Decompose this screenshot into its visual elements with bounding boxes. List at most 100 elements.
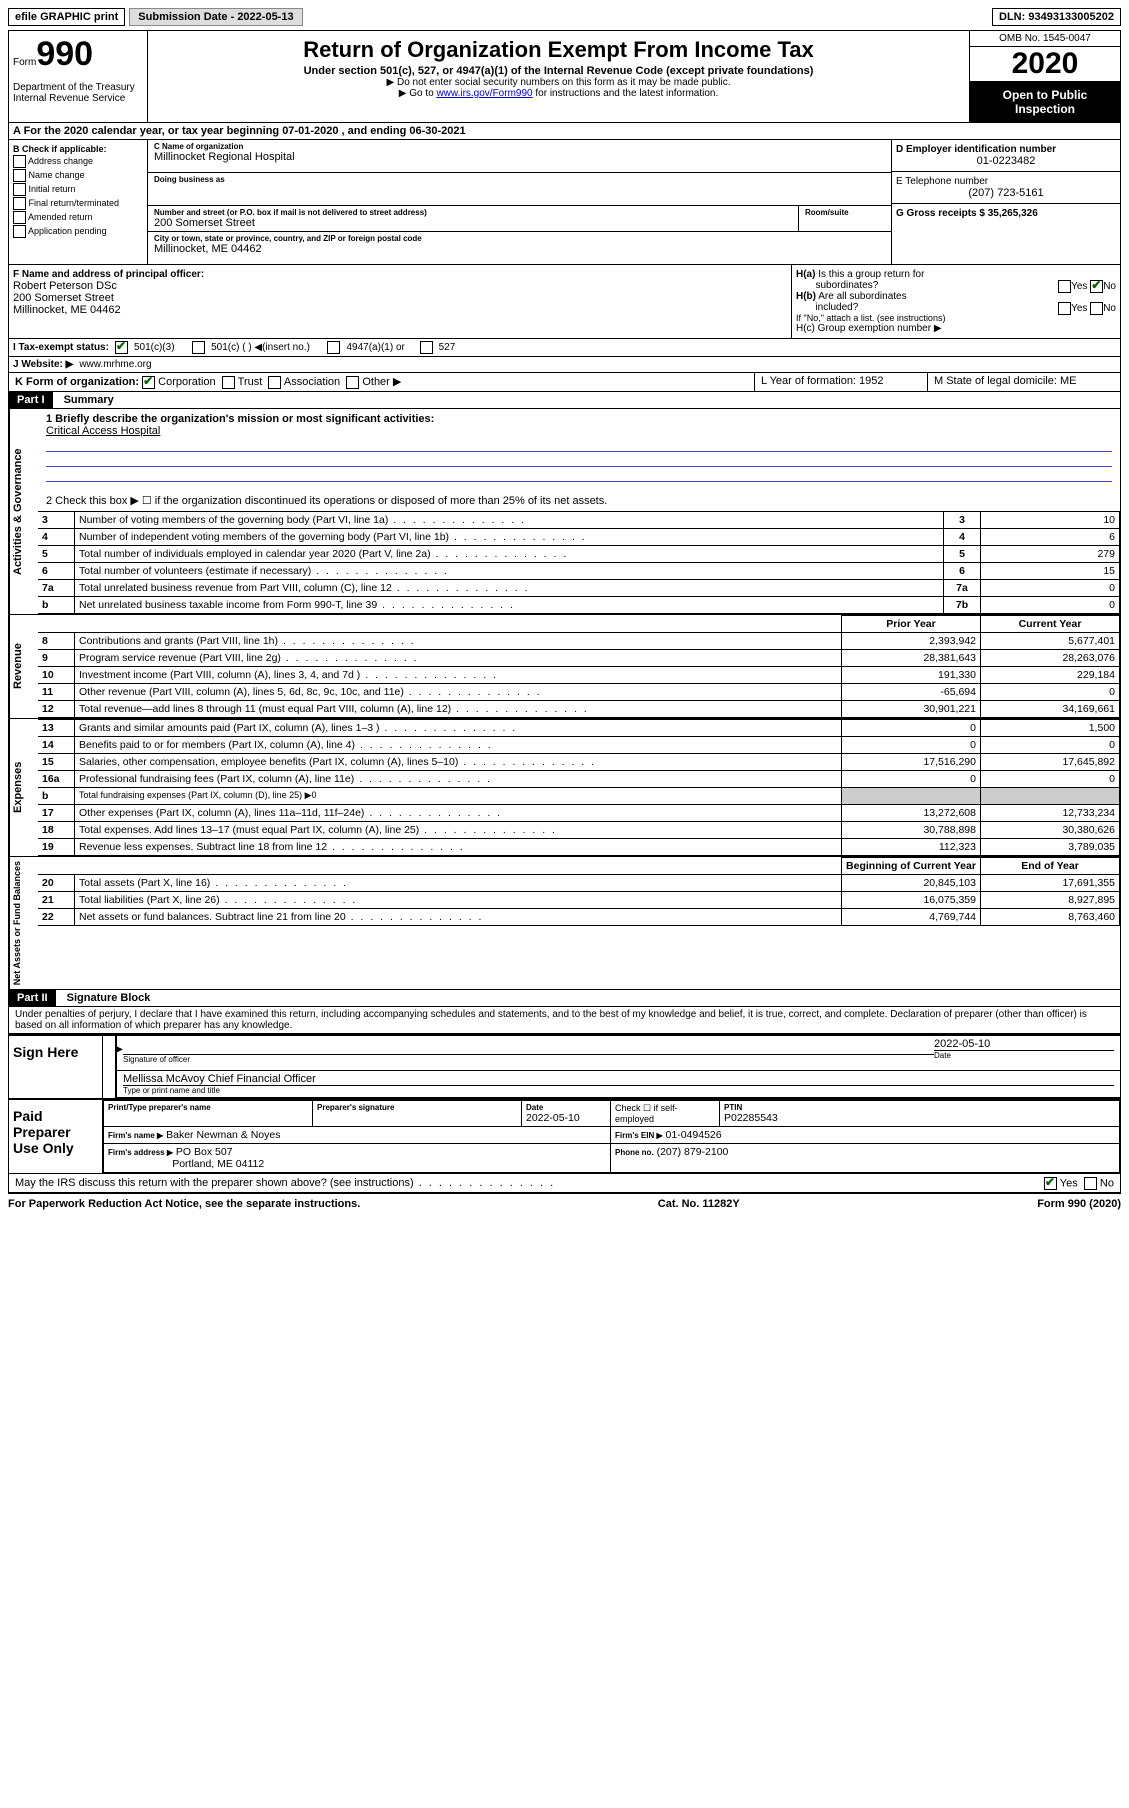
- netassets-table: Beginning of Current YearEnd of Year20To…: [38, 857, 1120, 926]
- cb-other[interactable]: [346, 376, 359, 389]
- cb-discuss-no[interactable]: [1084, 1177, 1097, 1190]
- row-a-tax-year: A For the 2020 calendar year, or tax yea…: [9, 123, 1120, 140]
- ein-value: 01-0223482: [896, 155, 1116, 167]
- cb-501c[interactable]: [192, 341, 205, 354]
- cb-527[interactable]: [420, 341, 433, 354]
- row-k-lm: K Form of organization: Corporation Trus…: [9, 373, 1120, 392]
- part2-title: Signature Block: [67, 992, 151, 1004]
- officer-printed-name: Mellissa McAvoy Chief Financial Officer: [123, 1073, 1114, 1085]
- cb-name-change[interactable]: Name change: [13, 169, 143, 182]
- preparer-table: Print/Type preparer's name Preparer's si…: [103, 1100, 1120, 1173]
- header-center: Return of Organization Exempt From Incom…: [148, 31, 969, 122]
- officer-label: F Name and address of principal officer:: [13, 269, 787, 280]
- form-note1: Do not enter social security numbers on …: [152, 77, 965, 88]
- officer-street: 200 Somerset Street: [13, 292, 787, 304]
- section-c: C Name of organization Millinocket Regio…: [148, 140, 892, 264]
- top-bar: efile GRAPHIC print Submission Date - 20…: [8, 8, 1121, 26]
- q1-mission: Critical Access Hospital: [46, 425, 160, 437]
- form-subline: Under section 501(c), 527, or 4947(a)(1)…: [152, 65, 965, 77]
- city-label: City or town, state or province, country…: [154, 234, 885, 243]
- row-i-tax-exempt: I Tax-exempt status: 501(c)(3) 501(c) ( …: [9, 339, 1120, 357]
- date-label: Date: [934, 1050, 1114, 1060]
- revenue-table: Prior YearCurrent Year8Contributions and…: [38, 615, 1120, 718]
- dba-label: Doing business as: [154, 175, 885, 184]
- form-prefix: Form: [13, 57, 36, 68]
- hc-row: H(c) Group exemption number ▶: [796, 323, 1116, 334]
- year-formation: L Year of formation: 1952: [755, 373, 928, 391]
- form-header: Form990 Department of the TreasuryIntern…: [9, 31, 1120, 123]
- governance-section: Activities & Governance 1 Briefly descri…: [9, 409, 1120, 615]
- side-revenue: Revenue: [9, 615, 38, 718]
- org-name-label: C Name of organization: [154, 142, 885, 151]
- section-d: D Employer identification number 01-0223…: [892, 140, 1120, 264]
- officer-name: Robert Peterson DSc: [13, 280, 787, 292]
- cb-discuss-yes[interactable]: [1044, 1177, 1057, 1190]
- sig-officer-label: Signature of officer: [123, 1054, 934, 1064]
- form-number: 990: [36, 35, 93, 73]
- cb-application-pending[interactable]: Application pending: [13, 225, 143, 238]
- sign-here-label: Sign Here: [9, 1036, 103, 1098]
- street-value: 200 Somerset Street: [154, 217, 792, 229]
- jurat-text: Under penalties of perjury, I declare th…: [9, 1007, 1120, 1034]
- officer-city: Millinocket, ME 04462: [13, 304, 787, 316]
- state-domicile: M State of legal domicile: ME: [928, 373, 1120, 391]
- discuss-row: May the IRS discuss this return with the…: [9, 1173, 1120, 1192]
- cb-trust[interactable]: [222, 376, 235, 389]
- open-public-badge: Open to Public Inspection: [970, 82, 1120, 122]
- phone-label: E Telephone number: [896, 176, 1116, 187]
- entity-section: B Check if applicable: Address change Na…: [9, 140, 1120, 265]
- phone-value: (207) 723-5161: [896, 187, 1116, 199]
- paid-preparer-section: Paid Preparer Use Only Print/Type prepar…: [9, 1098, 1120, 1173]
- city-value: Millinocket, ME 04462: [154, 243, 885, 255]
- side-governance: Activities & Governance: [9, 409, 38, 614]
- q1-label: 1 Briefly describe the organization's mi…: [46, 413, 434, 425]
- omb-number: OMB No. 1545-0047: [970, 31, 1120, 47]
- sign-here-section: Sign Here Signature of officer 2022-05-1…: [9, 1034, 1120, 1098]
- cb-501c3[interactable]: [115, 341, 128, 354]
- fgh-section: F Name and address of principal officer:…: [9, 265, 1120, 339]
- sig-date: 2022-05-10: [934, 1038, 1114, 1050]
- section-b-label: B Check if applicable:: [13, 144, 143, 154]
- tax-year: 2020: [970, 47, 1120, 82]
- footer-right: Form 990 (2020): [1037, 1198, 1121, 1210]
- part1-header: Part I: [9, 392, 53, 408]
- side-netassets: Net Assets or Fund Balances: [9, 857, 38, 989]
- efile-badge: efile GRAPHIC print: [8, 8, 125, 26]
- dept-label: Department of the TreasuryInternal Reven…: [13, 82, 143, 104]
- website-value: www.mrhme.org: [79, 359, 151, 370]
- form-title: Return of Organization Exempt From Incom…: [152, 37, 965, 63]
- officer-name-label: Type or print name and title: [123, 1085, 1114, 1095]
- header-right: OMB No. 1545-0047 2020 Open to Public In…: [969, 31, 1120, 122]
- submission-date-button[interactable]: Submission Date - 2022-05-13: [129, 8, 302, 26]
- irs-link[interactable]: www.irs.gov/Form990: [436, 88, 532, 99]
- footer-center: Cat. No. 11282Y: [658, 1198, 740, 1210]
- netassets-section: Net Assets or Fund Balances Beginning of…: [9, 857, 1120, 990]
- hb-row: H(b) Are all subordinates included? Yes …: [796, 291, 1116, 313]
- cb-4947[interactable]: [327, 341, 340, 354]
- cb-amended[interactable]: Amended return: [13, 211, 143, 224]
- part1-title: Summary: [64, 394, 114, 406]
- cb-final-return[interactable]: Final return/terminated: [13, 197, 143, 210]
- footer-left: For Paperwork Reduction Act Notice, see …: [8, 1198, 360, 1210]
- cb-association[interactable]: [268, 376, 281, 389]
- revenue-section: Revenue Prior YearCurrent Year8Contribut…: [9, 615, 1120, 719]
- cb-initial-return[interactable]: Initial return: [13, 183, 143, 196]
- section-b-checkboxes: B Check if applicable: Address change Na…: [9, 140, 148, 264]
- ein-label: D Employer identification number: [896, 144, 1116, 155]
- cb-corporation[interactable]: [142, 376, 155, 389]
- street-label: Number and street (or P.O. box if mail i…: [154, 208, 792, 217]
- ha-row: H(a) Is this a group return for subordin…: [796, 269, 1116, 291]
- dln-label: DLN: 93493133005202: [992, 8, 1121, 26]
- form-note2: Go to www.irs.gov/Form990 for instructio…: [152, 88, 965, 99]
- cb-address-change[interactable]: Address change: [13, 155, 143, 168]
- gross-receipts: G Gross receipts $ 35,265,326: [896, 208, 1116, 219]
- q2-text: 2 Check this box ▶ ☐ if the organization…: [46, 495, 607, 507]
- room-label: Room/suite: [805, 208, 885, 217]
- header-left: Form990 Department of the TreasuryIntern…: [9, 31, 148, 122]
- expenses-table: 13Grants and similar amounts paid (Part …: [38, 719, 1120, 856]
- form-990-container: Form990 Department of the TreasuryIntern…: [8, 30, 1121, 1193]
- governance-table: 3Number of voting members of the governi…: [38, 511, 1120, 614]
- side-expenses: Expenses: [9, 719, 38, 856]
- row-j-website: J Website: ▶ www.mrhme.org: [9, 357, 1120, 373]
- paid-preparer-label: Paid Preparer Use Only: [9, 1100, 103, 1173]
